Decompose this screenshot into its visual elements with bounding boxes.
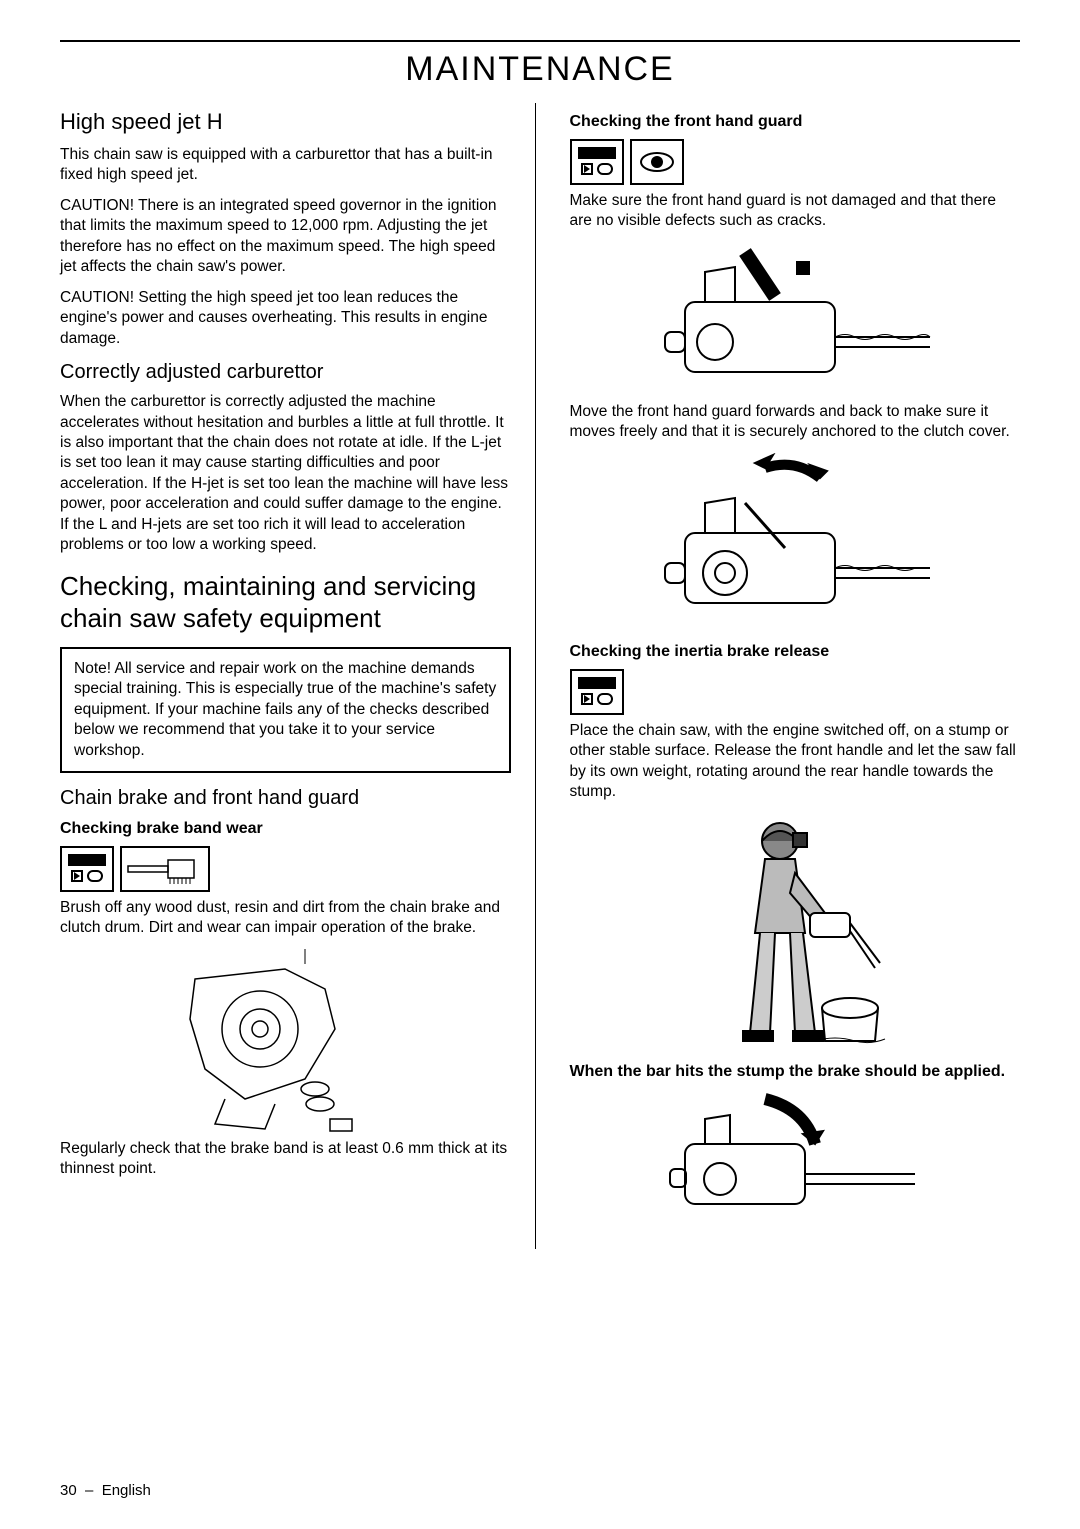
inertia-topic: Checking the inertia brake release — [570, 643, 1021, 661]
eye-icon — [630, 139, 684, 185]
brake-band-topic: Checking brake band wear — [60, 820, 511, 838]
body-text: Brush off any wood dust, resin and dirt … — [60, 898, 511, 939]
body-text: CAUTION! There is an integrated speed go… — [60, 196, 511, 278]
page-footer: 30 – English — [60, 1482, 151, 1499]
front-guard-topic: Checking the front hand guard — [570, 113, 1021, 131]
carburettor-heading: Correctly adjusted carburettor — [60, 361, 511, 384]
stop-icon — [570, 139, 624, 185]
left-column: High speed jet H This chain saw is equip… — [60, 103, 536, 1249]
stop-icon — [570, 669, 624, 715]
icon-row — [570, 669, 1021, 715]
body-text: Place the chain saw, with the engine swi… — [570, 721, 1021, 803]
stump-topic: When the bar hits the stump the brake sh… — [570, 1063, 1021, 1081]
high-speed-jet-heading: High speed jet H — [60, 109, 511, 135]
brush-icon — [120, 846, 210, 892]
icon-row — [60, 846, 511, 892]
page-number: 30 — [60, 1482, 77, 1499]
body-text: This chain saw is equipped with a carbur… — [60, 145, 511, 186]
page-language: English — [102, 1482, 151, 1499]
safety-heading: Checking, maintaining and servicing chai… — [60, 570, 511, 635]
chainsaw-move-diagram — [570, 453, 1021, 633]
brake-applied-diagram — [570, 1089, 1021, 1249]
body-text: Regularly check that the brake band is a… — [60, 1139, 511, 1180]
page-title: MAINTENANCE — [60, 50, 1020, 89]
note-box: Note! All service and repair work on the… — [60, 647, 511, 773]
icon-row — [570, 139, 1021, 185]
body-text: Move the front hand guard forwards and b… — [570, 402, 1021, 443]
chainsaw-guard-diagram — [570, 242, 1021, 402]
body-text: When the carburettor is correctly adjust… — [60, 392, 511, 556]
body-text: CAUTION! Setting the high speed jet too … — [60, 288, 511, 349]
body-text: Make sure the front hand guard is not da… — [570, 191, 1021, 232]
stop-icon — [60, 846, 114, 892]
right-column: Checking the front hand guard Make sure … — [566, 103, 1021, 1249]
clutch-diagram — [60, 949, 511, 1139]
chain-brake-heading: Chain brake and front hand guard — [60, 787, 511, 810]
operator-stump-diagram — [570, 813, 1021, 1053]
